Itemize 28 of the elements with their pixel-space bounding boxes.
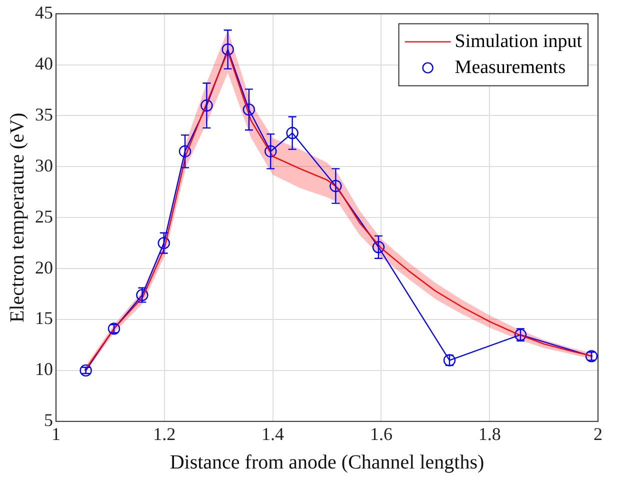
- y-tick-label: 5: [44, 410, 53, 430]
- x-axis-title: Distance from anode (Channel lengths): [170, 451, 484, 474]
- y-tick-label: 15: [35, 308, 53, 328]
- x-tick-label: 1.2: [153, 424, 176, 444]
- point: [200, 99, 213, 112]
- point: [178, 145, 192, 158]
- x-tick-label: 1.6: [370, 424, 392, 444]
- legend-label: Measurements: [454, 56, 566, 78]
- x-tick-label: 1: [52, 424, 60, 444]
- point: [158, 236, 170, 250]
- y-tick-label: 30: [35, 155, 53, 176]
- point: [330, 180, 342, 192]
- y-axis-title: Electron temperature (eV): [6, 112, 28, 323]
- point: [372, 241, 385, 254]
- y-tick-label: 35: [35, 104, 53, 124]
- point: [286, 126, 298, 140]
- y-tick-label: 25: [35, 206, 53, 226]
- y-tick-label: 45: [35, 2, 53, 23]
- x-tick-label: 2: [594, 424, 602, 444]
- x-tick-label: 1.8: [478, 424, 501, 444]
- y-tick-label: 10: [35, 359, 53, 380]
- point: [264, 145, 277, 158]
- point: [222, 43, 234, 56]
- x-tick-label: 1.4: [262, 424, 284, 444]
- point: [242, 103, 256, 116]
- legend-label: Simulation input: [454, 30, 583, 52]
- y-tick-label: 40: [35, 53, 53, 74]
- y-tick-label: 20: [35, 257, 53, 278]
